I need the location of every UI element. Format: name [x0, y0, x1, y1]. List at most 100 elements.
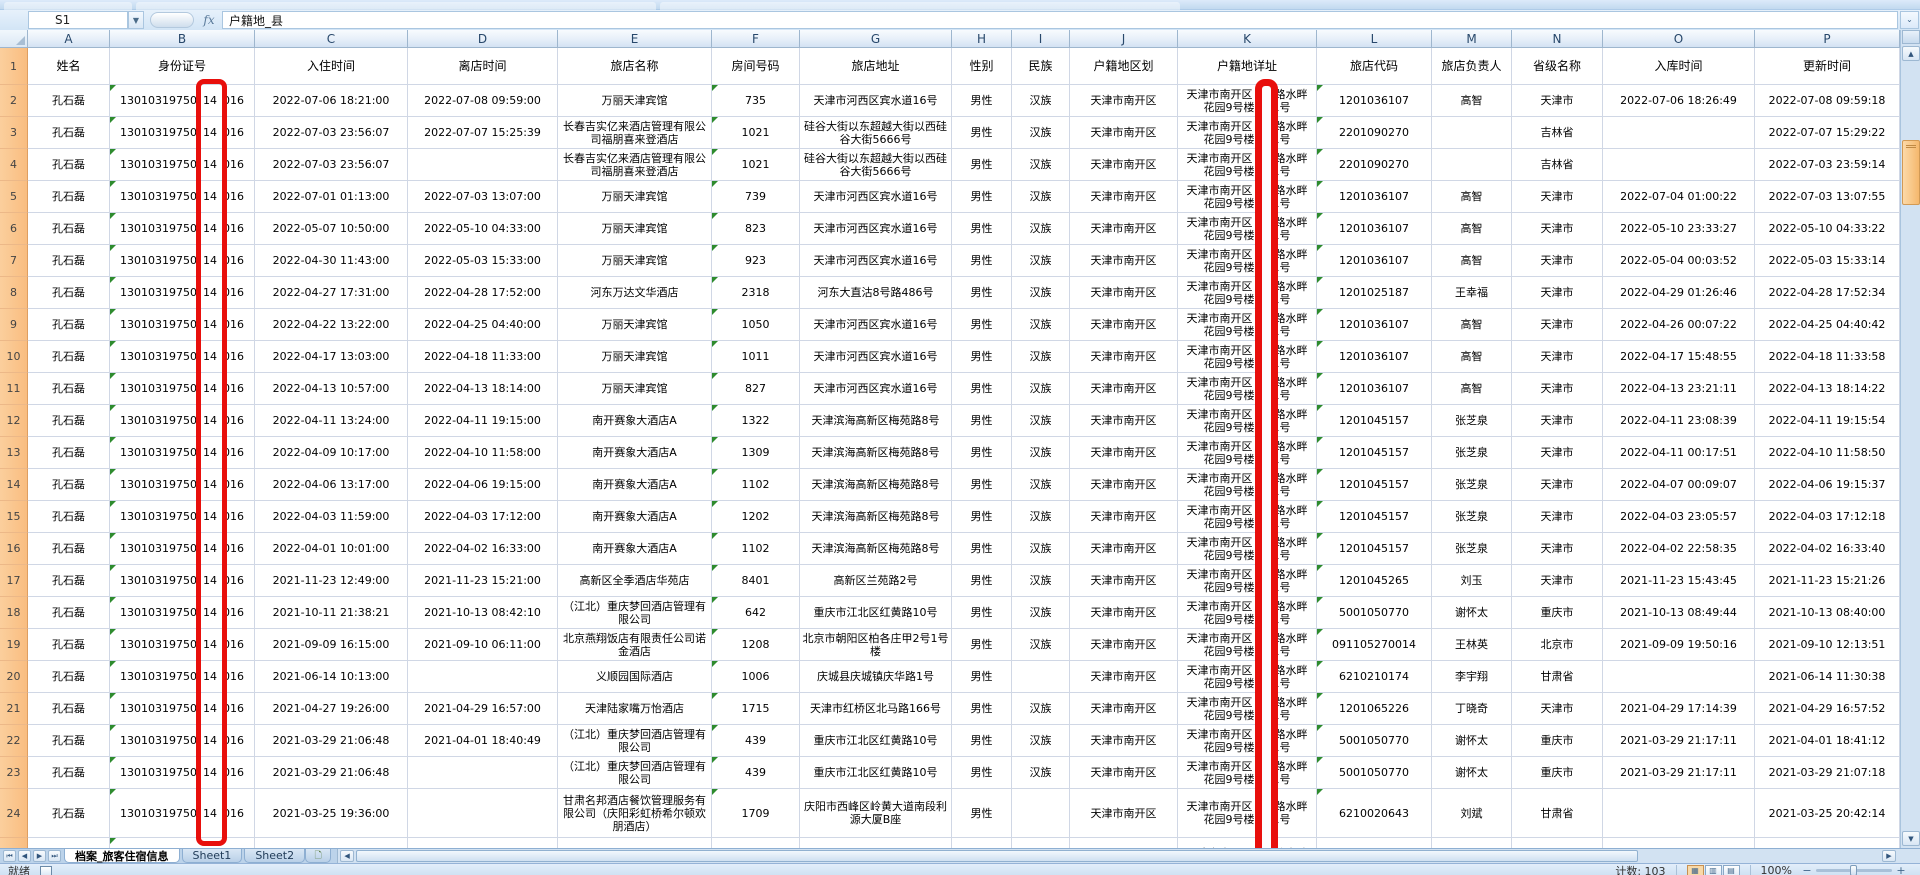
cell-G3[interactable]: 硅谷大街以东超越大街以西硅谷大街5666号 — [800, 117, 952, 149]
row-header-21[interactable]: 21 — [0, 693, 28, 725]
cell-B15[interactable]: 13010319750 14 016 — [110, 501, 255, 533]
cell-I7[interactable]: 汉族 — [1012, 245, 1070, 277]
cell-H19[interactable]: 男性 — [952, 629, 1012, 661]
cell-A7[interactable]: 孔石磊 — [28, 245, 110, 277]
select-all-corner[interactable] — [0, 30, 28, 48]
cell-B2[interactable]: 13010319750 14 016 — [110, 85, 255, 117]
cell-B6[interactable]: 13010319750 14 016 — [110, 213, 255, 245]
cell-M12[interactable]: 张芝泉 — [1432, 405, 1512, 437]
cell-F12[interactable]: 1322 — [712, 405, 800, 437]
column-header-C[interactable]: C — [255, 30, 408, 48]
cell-N6[interactable]: 天津市 — [1512, 213, 1603, 245]
cell-E4[interactable]: 长春吉实亿来酒店管理有限公司福朋喜来登酒店 — [558, 149, 712, 181]
cell-I16[interactable]: 汉族 — [1012, 533, 1070, 565]
cell-O4[interactable] — [1603, 149, 1755, 181]
cell-F24[interactable]: 1709 — [712, 789, 800, 838]
view-mode-icon-2[interactable]: ▤ — [1722, 864, 1740, 875]
zoom-level-text[interactable]: 100% — [1760, 864, 1792, 875]
cell-C9[interactable]: 2022-04-22 13:22:00 — [255, 309, 408, 341]
name-box[interactable]: S1 — [28, 11, 128, 29]
cell-I9[interactable]: 汉族 — [1012, 309, 1070, 341]
column-header-G[interactable]: G — [800, 30, 952, 48]
cell-F18[interactable]: 642 — [712, 597, 800, 629]
cell-G4[interactable]: 硅谷大街以东超越大街以西硅谷大街5666号 — [800, 149, 952, 181]
cell-O3[interactable] — [1603, 117, 1755, 149]
row-header-1[interactable]: 1 — [0, 48, 28, 85]
cell-P17[interactable]: 2021-11-23 15:21:26 — [1755, 565, 1900, 597]
cell-H13[interactable]: 男性 — [952, 437, 1012, 469]
cell-F13[interactable]: 1309 — [712, 437, 800, 469]
cell-P12[interactable]: 2022-04-11 19:15:54 — [1755, 405, 1900, 437]
cell-N8[interactable]: 天津市 — [1512, 277, 1603, 309]
cell-H2[interactable]: 男性 — [952, 85, 1012, 117]
cell-H11[interactable]: 男性 — [952, 373, 1012, 405]
cell-A25[interactable] — [28, 838, 110, 848]
cell-C24[interactable]: 2021-03-25 19:36:00 — [255, 789, 408, 838]
name-box-dropdown-icon[interactable]: ▼ — [128, 11, 144, 29]
header-cell-L1[interactable]: 旅店代码 — [1317, 48, 1432, 85]
cell-L5[interactable]: 1201036107 — [1317, 181, 1432, 213]
cell-L23[interactable]: 5001050770 — [1317, 757, 1432, 789]
cell-A12[interactable]: 孔石磊 — [28, 405, 110, 437]
cell-B5[interactable]: 13010319750 14 016 — [110, 181, 255, 213]
cell-M16[interactable]: 张芝泉 — [1432, 533, 1512, 565]
cell-K2[interactable]: 天津市南开区 旗路水畔 花园9号楼 01号 — [1178, 85, 1317, 117]
cell-A5[interactable]: 孔石磊 — [28, 181, 110, 213]
cell-I10[interactable]: 汉族 — [1012, 341, 1070, 373]
cell-F8[interactable]: 2318 — [712, 277, 800, 309]
cell-E14[interactable]: 南开赛象大酒店A — [558, 469, 712, 501]
cell-B23[interactable]: 13010319750 14 016 — [110, 757, 255, 789]
cell-K3[interactable]: 天津市南开区 旗路水畔 花园9号楼 01号 — [1178, 117, 1317, 149]
cell-H21[interactable]: 男性 — [952, 693, 1012, 725]
cell-A8[interactable]: 孔石磊 — [28, 277, 110, 309]
cell-K14[interactable]: 天津市南开区 旗路水畔 花园9号楼 01号 — [1178, 469, 1317, 501]
cell-P9[interactable]: 2022-04-25 04:40:42 — [1755, 309, 1900, 341]
cell-K9[interactable]: 天津市南开区 旗路水畔 花园9号楼 01号 — [1178, 309, 1317, 341]
cell-C11[interactable]: 2022-04-13 10:57:00 — [255, 373, 408, 405]
cell-A3[interactable]: 孔石磊 — [28, 117, 110, 149]
cell-L16[interactable]: 1201045157 — [1317, 533, 1432, 565]
cell-K13[interactable]: 天津市南开区 旗路水畔 花园9号楼 01号 — [1178, 437, 1317, 469]
cell-D14[interactable]: 2022-04-06 19:15:00 — [408, 469, 558, 501]
cell-J8[interactable]: 天津市南开区 — [1070, 277, 1178, 309]
cell-D13[interactable]: 2022-04-10 11:58:00 — [408, 437, 558, 469]
cell-C6[interactable]: 2022-05-07 10:50:00 — [255, 213, 408, 245]
cell-F4[interactable]: 1021 — [712, 149, 800, 181]
cell-K12[interactable]: 天津市南开区 旗路水畔 花园9号楼 01号 — [1178, 405, 1317, 437]
header-cell-J1[interactable]: 户籍地区划 — [1070, 48, 1178, 85]
cell-N15[interactable]: 天津市 — [1512, 501, 1603, 533]
cell-I20[interactable] — [1012, 661, 1070, 693]
column-header-I[interactable]: I — [1012, 30, 1070, 48]
cell-E5[interactable]: 万丽天津宾馆 — [558, 181, 712, 213]
cell-L4[interactable]: 2201090270 — [1317, 149, 1432, 181]
cell-A22[interactable]: 孔石磊 — [28, 725, 110, 757]
cell-G12[interactable]: 天津滨海高新区梅苑路8号 — [800, 405, 952, 437]
cell-E8[interactable]: 河东万达文华酒店 — [558, 277, 712, 309]
cell-O11[interactable]: 2022-04-13 23:21:11 — [1603, 373, 1755, 405]
header-cell-D1[interactable]: 离店时间 — [408, 48, 558, 85]
cell-I13[interactable]: 汉族 — [1012, 437, 1070, 469]
cell-I19[interactable]: 汉族 — [1012, 629, 1070, 661]
horizontal-scrollbar[interactable]: ◀ ▶ — [337, 849, 1920, 863]
cell-C15[interactable]: 2022-04-03 11:59:00 — [255, 501, 408, 533]
cell-M21[interactable]: 丁晓奇 — [1432, 693, 1512, 725]
cell-O6[interactable]: 2022-05-10 23:33:27 — [1603, 213, 1755, 245]
cell-L13[interactable]: 1201045157 — [1317, 437, 1432, 469]
cell-M3[interactable] — [1432, 117, 1512, 149]
cell-J12[interactable]: 天津市南开区 — [1070, 405, 1178, 437]
cell-J24[interactable]: 天津市南开区 — [1070, 789, 1178, 838]
cell-O5[interactable]: 2022-07-04 01:00:22 — [1603, 181, 1755, 213]
cell-F14[interactable]: 1102 — [712, 469, 800, 501]
cell-N14[interactable]: 天津市 — [1512, 469, 1603, 501]
cell-N2[interactable]: 天津市 — [1512, 85, 1603, 117]
cell-C18[interactable]: 2021-10-11 21:38:21 — [255, 597, 408, 629]
cell-I21[interactable]: 汉族 — [1012, 693, 1070, 725]
cell-H25[interactable] — [952, 838, 1012, 848]
cell-K7[interactable]: 天津市南开区 旗路水畔 花园9号楼 01号 — [1178, 245, 1317, 277]
cell-L15[interactable]: 1201045157 — [1317, 501, 1432, 533]
cell-L14[interactable]: 1201045157 — [1317, 469, 1432, 501]
cell-B21[interactable]: 13010319750 14 016 — [110, 693, 255, 725]
cell-P25[interactable] — [1755, 838, 1900, 848]
cell-I4[interactable]: 汉族 — [1012, 149, 1070, 181]
cell-E9[interactable]: 万丽天津宾馆 — [558, 309, 712, 341]
